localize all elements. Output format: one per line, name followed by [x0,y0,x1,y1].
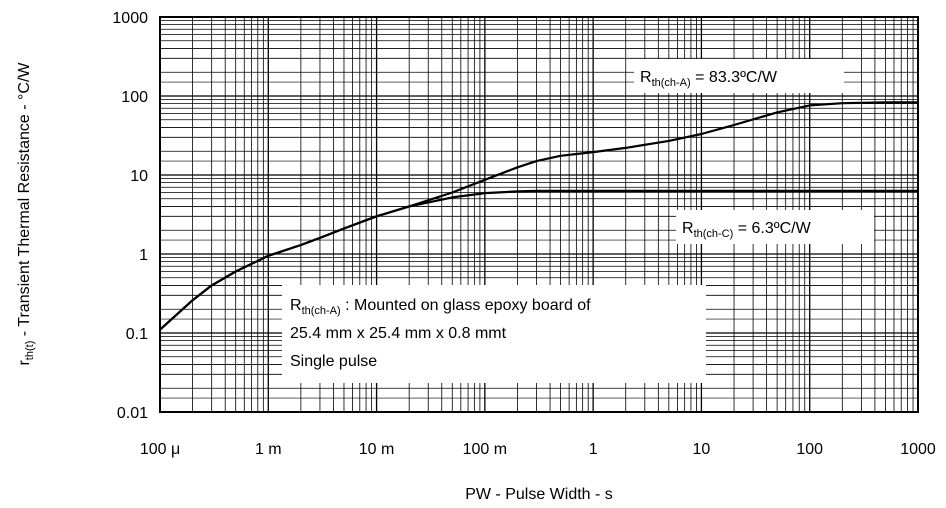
x-tick-labels: 100 μ 1 m 10 m 100 m 1 10 100 1000 [140,441,936,458]
x-tick-label: 1 [589,441,598,458]
annotation-note-line1-main: R [290,297,302,314]
x-tick-label: 10 m [359,441,395,458]
annotation-rth-ch-c-sub: th(ch-C) [694,228,734,240]
annotation-rth-ch-a-main: R [640,69,652,86]
annotation-rth-ch-a-sub: th(ch-A) [652,77,691,89]
y-axis-title-rest: - Transient Thermal Resistance - °C/W [16,62,33,341]
series-line-2 [159,189,918,331]
annotation-note-bg [282,285,706,383]
x-tick-label: 1000 [900,441,936,458]
annotation-mounting-note: Rth(ch-A) : Mounted on glass epoxy board… [282,285,706,383]
y-tick-labels: 0.01 0.1 1 10 100 1000 [112,10,148,422]
annotation-rth-ch-a: Rth(ch-A) = 83.3ºC/W [634,59,844,93]
annotation-note-line1-rest: : Mounted on glass epoxy board of [341,297,591,314]
annotation-rth-ch-c-text: Rth(ch-C) = 6.3ºC/W [682,220,812,240]
y-tick-label: 1 [139,247,148,264]
series-lines [159,101,919,331]
y-tick-label: 0.1 [126,326,148,343]
x-axis-title: PW - Pulse Width - s [465,486,613,503]
annotation-rth-ch-a-bg [634,59,844,93]
annotation-rth-ch-c-main: R [682,220,694,237]
annotation-rth-ch-c-rest: = 6.3ºC/W [733,220,811,237]
y-axis-title: rth(t) - Transient Thermal Resistance - … [16,62,36,366]
y-axis-title-sub: th(t) [24,341,36,361]
x-tick-label: 100 [796,441,823,458]
annotation-note-line3: Single pulse [290,353,377,370]
y-tick-label: 1000 [112,10,148,27]
annotation-rth-ch-a-text: Rth(ch-A) = 83.3ºC/W [640,69,778,89]
x-tick-label: 1 m [255,441,282,458]
annotation-note-line1: Rth(ch-A) : Mounted on glass epoxy board… [290,297,591,317]
y-tick-label: 100 [121,89,148,106]
annotation-note-line1-sub: th(ch-A) [302,305,341,317]
x-tick-label: 100 m [463,441,507,458]
y-tick-label: 0.01 [117,405,148,422]
y-tick-label: 10 [130,168,148,185]
annotation-note-line2: 25.4 mm x 25.4 mm x 0.8 mmt [290,325,507,342]
x-tick-label: 10 [693,441,711,458]
x-tick-label: 100 μ [140,441,180,458]
annotation-rth-ch-a-rest: = 83.3ºC/W [691,69,778,86]
annotation-rth-ch-c: Rth(ch-C) = 6.3ºC/W [676,210,874,244]
annotation-rth-ch-c-bg [676,210,874,244]
y-axis-title-main: r [16,360,33,366]
plot-frame [159,16,919,413]
